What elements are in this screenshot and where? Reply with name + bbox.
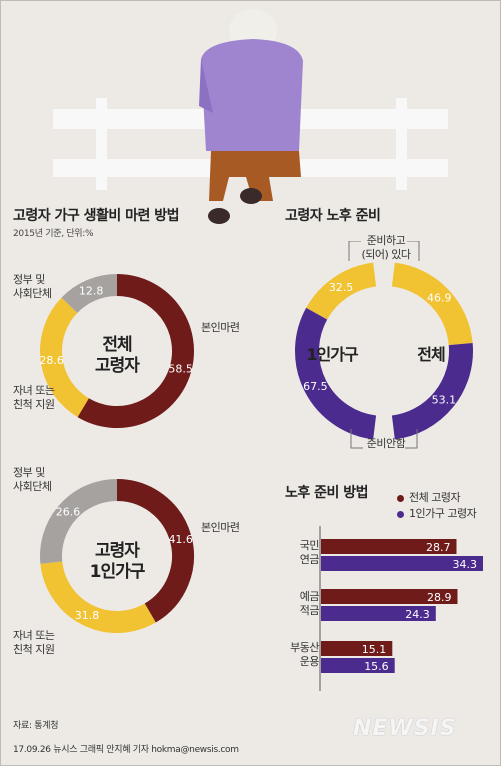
donut2-slice-child — [40, 561, 156, 633]
not-prepared-leader-right — [405, 429, 418, 449]
elderly-man-on-bench-illustration — [1, 1, 500, 236]
total-label: 전체 — [417, 345, 445, 364]
cat2-label-line2: 적금 — [299, 604, 320, 617]
donut2-slice-self — [116, 479, 194, 623]
prepared-label-line1: 준비하고 — [366, 234, 406, 247]
one-prepared-arc — [306, 262, 377, 320]
donut2-child-label-line1: 자녀 또는 — [13, 629, 55, 642]
donut1-center-line2: 고령자 — [95, 356, 140, 376]
not-prepared-label: 준비안함 — [366, 437, 406, 450]
cat3-label-line2: 운용 — [299, 655, 320, 668]
donut1-child-label-line2: 친척 지원 — [13, 398, 55, 411]
bar-value-total-1: 28.7 — [426, 541, 451, 554]
legend-one-label: 1인가구 고령자 — [409, 507, 477, 520]
donut2-gov-label-line2: 사회단체 — [13, 480, 52, 493]
one-person-label: 1인가구 — [306, 345, 358, 364]
donut-one-person-elderly: 41.6 31.8 26.6 — [40, 479, 194, 633]
bar-value-one-1: 34.3 — [453, 558, 478, 571]
cat1-label-line1: 국민 — [299, 539, 320, 552]
bar-value-one-2: 24.3 — [405, 608, 430, 621]
donut2-center-line1: 고령자 — [95, 541, 140, 561]
prep-methods-bar-chart: 28.734.3 28.9 24.3 15.1 15.6 — [319, 526, 483, 691]
donut2-child-label-line2: 친척 지원 — [13, 643, 55, 656]
donut1-value-child: 28.6 — [39, 354, 64, 367]
donut1-gov-label-line1: 정부 및 — [13, 273, 45, 286]
source-text: 자료: 통계청 — [13, 721, 59, 731]
donut2-slice-gov — [40, 479, 118, 564]
bar-total-2 — [321, 589, 458, 604]
one-not-prepared-arc — [295, 307, 377, 440]
bar-value-total-2: 28.9 — [427, 591, 452, 604]
prepared-leader-right — [407, 241, 420, 261]
bar-one-2 — [321, 606, 436, 621]
newsis-logo: NEWSIS — [353, 716, 457, 741]
legend-item-total: 전체 고령자 — [397, 491, 500, 505]
retirement-prep-title: 고령자 노후 준비 — [285, 208, 381, 224]
donut2-gov-label-line1: 정부 및 — [13, 466, 45, 479]
bar-total-1 — [321, 539, 457, 554]
legend-swatch-one-person — [397, 510, 404, 518]
cat3-label-line1: 부동산 — [290, 641, 319, 654]
donut1-slice-child — [40, 297, 90, 418]
donut2-value-gov: 26.6 — [56, 506, 81, 519]
legend-total-label: 전체 고령자 — [409, 491, 461, 504]
bar-total-3 — [321, 641, 393, 656]
bar-value-total-3: 15.1 — [362, 643, 387, 656]
donut1-slice-self — [77, 274, 194, 428]
legend-swatch-total — [397, 494, 404, 502]
donut2-center-line2: 1인가구 — [89, 562, 146, 582]
living-cost-chart-title: 고령자 가구 생활비 마련 방법 — [13, 208, 180, 224]
donut1-slice-gov — [61, 274, 118, 314]
donut2-self-label: 본인마련 — [201, 521, 240, 534]
not-prepared-leader-left — [350, 429, 363, 449]
donut1-gov-label-line2: 사회단체 — [13, 287, 52, 300]
retirement-prep-split-donut: 46.9 53.1 67.5 32.5 — [295, 241, 473, 449]
donut2-value-self: 41.6 — [168, 533, 193, 546]
donut1-value-gov: 12.8 — [79, 284, 104, 297]
total-prepared-arc — [391, 262, 473, 346]
donut1-self-label: 본인마련 — [201, 321, 240, 334]
prepared-leader-left — [348, 241, 361, 261]
bar-value-one-3: 15.6 — [364, 660, 389, 673]
one-not-prepared-value: 67.5 — [303, 380, 328, 393]
total-prepared-value: 46.9 — [427, 291, 452, 304]
cat1-label-line2: 연금 — [299, 553, 320, 566]
bar-one-1 — [321, 556, 483, 571]
one-prepared-value: 32.5 — [329, 281, 354, 294]
cat2-label-line1: 예금 — [299, 590, 320, 603]
donut2-value-child: 31.8 — [75, 609, 100, 622]
credit-text: 17.09.26 뉴시스 그래픽 안지혜 기자 hokma@newsis.com — [13, 745, 239, 755]
living-cost-chart-note: 2015년 기준, 단위:% — [13, 229, 94, 239]
donut-total-elderly: 58.5 28.6 12.8 — [39, 274, 194, 428]
prep-methods-title: 노후 준비 방법 — [285, 485, 369, 501]
prepared-label-line2: (되어) 있다 — [361, 248, 411, 261]
legend-item-one-person: 1인가구 고령자 — [397, 507, 500, 521]
donut1-center-line1: 전체 — [102, 335, 132, 355]
bar-one-3 — [321, 658, 395, 673]
donut1-child-label-line1: 자녀 또는 — [13, 384, 55, 397]
total-not-prepared-arc — [391, 343, 473, 440]
donut1-value-self: 58.5 — [168, 363, 193, 376]
total-not-prepared-value: 53.1 — [432, 393, 457, 406]
